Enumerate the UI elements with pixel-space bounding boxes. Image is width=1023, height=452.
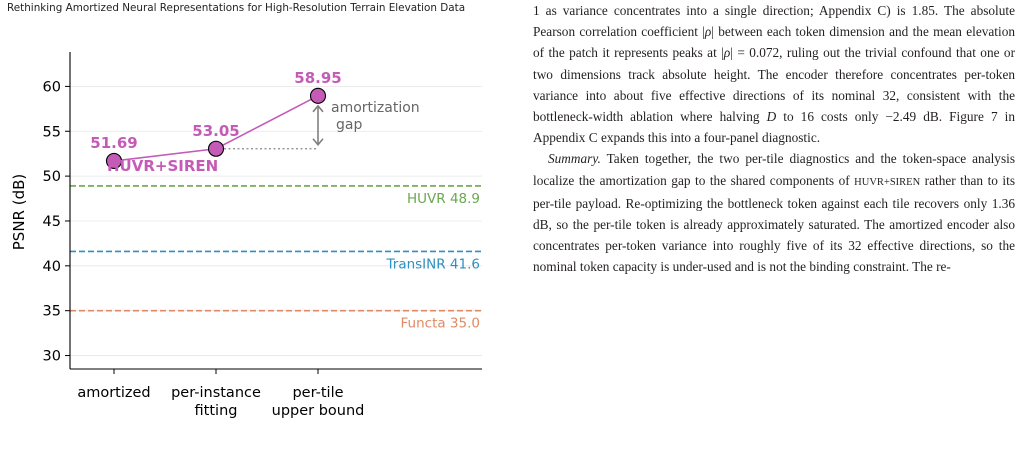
paragraph-text: | between each token dimension and the m…: [533, 24, 1015, 61]
x-tick-label: fitting: [195, 403, 238, 419]
data-point: [105, 152, 123, 170]
paragraph-text: 1 as variance concentrates into a single…: [533, 3, 1015, 40]
math-symbol: D: [766, 109, 777, 125]
paragraph-text: | = 0.072, ruling out the trivial confou…: [533, 45, 1015, 125]
summary-text-a: Taken together, the two per-tile diagnos…: [533, 151, 1015, 188]
x-tick-label: amortized: [77, 385, 150, 401]
data-point: [309, 87, 327, 104]
paragraph-variance: 1 as variance concentrates into a single…: [533, 0, 1015, 148]
y-tick-label: 40: [43, 259, 61, 275]
psnr-chart: 30 35 40 45 50 55 60 PSNR (dB) HUVR 48.9 TransINR…: [10, 52, 482, 419]
y-tick-label: 50: [43, 169, 61, 185]
y-tick-label: 45: [43, 214, 61, 230]
y-tick-label: 30: [43, 349, 61, 365]
gap-annotation: gap: [336, 117, 362, 133]
method-name-smallcaps: HUVR+SIREN: [854, 176, 921, 188]
summary-text-b: rather than to its per-tile payload. Re-…: [533, 172, 1015, 275]
math-symbol: ρ: [723, 45, 731, 61]
data-label: 53.05: [192, 122, 239, 140]
reference-label: TransINR 41.6: [386, 256, 481, 272]
data-point: [207, 140, 225, 157]
x-tick-label: upper bound: [272, 403, 365, 419]
y-tick-label: 55: [43, 124, 61, 140]
gap-arrow-head-bottom: [312, 138, 324, 147]
paragraph-text: to 16 costs only −2.49 dB. Figure 7 in A…: [533, 109, 1016, 146]
paragraph-summary: Summary. Taken together, the two per-til…: [533, 148, 1015, 277]
x-tick-label: per-tile: [292, 385, 343, 401]
y-axis-label: PSNR (dB): [10, 174, 28, 251]
x-tick-label: per-instance: [171, 385, 261, 401]
data-label: 51.69: [90, 134, 137, 152]
y-tick-label: 35: [43, 304, 61, 320]
summary-heading: Summary.: [548, 151, 601, 167]
y-tick-label: 60: [43, 79, 61, 95]
math-symbol: ρ: [704, 24, 712, 40]
body-text: 1 as variance concentrates into a single…: [533, 0, 1015, 278]
running-head: Rethinking Amortized Neural Representati…: [7, 2, 466, 14]
gap-arrow-head-top: [312, 104, 324, 113]
reference-label: HUVR 48.9: [407, 191, 480, 207]
data-label: 58.95: [294, 69, 341, 87]
reference-label: Functa 35.0: [401, 316, 480, 332]
gap-annotation: amortization: [331, 100, 420, 116]
series-label: HUVR+SIREN: [107, 157, 218, 175]
